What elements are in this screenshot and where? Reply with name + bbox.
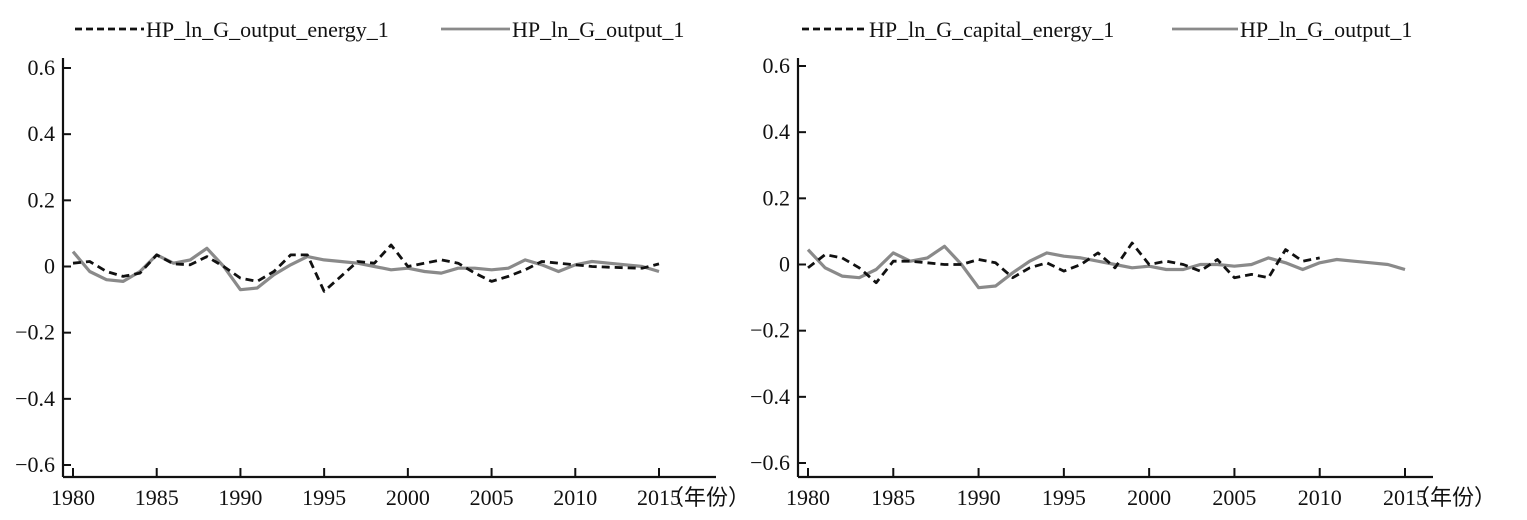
y-tick-label: 0 [779,252,790,277]
series-line-2 [806,244,1406,290]
x-tick-label: 2010 [553,485,597,510]
x-tick-label: 2005 [1212,485,1256,510]
legend-label-2: HP_ln_G_output_1 [1240,17,1412,42]
legend-label-2: HP_ln_G_output_1 [512,17,684,42]
y-tick-label: 0.2 [28,187,56,212]
x-tick-label: 1985 [871,485,915,510]
y-tick-label: −0.2 [15,320,55,345]
y-tick-label: −0.4 [750,384,790,409]
y-tick-label: 0.2 [763,185,791,210]
legend-label-1: HP_ln_G_capital_energy_1 [869,17,1114,42]
y-tick-label: 0.4 [763,119,791,144]
chart-panel-1: HP_ln_G_output_energy_1 HP_ln_G_output_1 0… [15,17,750,510]
x-tick-label: 1990 [218,485,262,510]
series-line-1 [807,241,1320,285]
x-tick-label: 1980 [51,485,95,510]
x-unit-label: （年份） [1408,485,1496,510]
x-tick-label: 1990 [957,485,1001,510]
series-line-2 [71,246,660,292]
series-line-1 [72,243,660,293]
y-tick-label: −0.6 [15,452,55,477]
x-tick-label: 2010 [1298,485,1342,510]
x-tick-label: 2000 [1127,485,1171,510]
x-tick-label: 2005 [470,485,514,510]
y-tick-label: 0.4 [28,121,56,146]
y-tick-label: −0.6 [750,450,790,475]
y-tick-label: 0.6 [28,55,56,80]
y-tick-label: −0.2 [750,318,790,343]
x-unit-label: （年份） [662,485,750,510]
x-tick-label: 1985 [135,485,179,510]
chart-panel-2: HP_ln_G_capital_energy_1 HP_ln_G_output_1… [750,17,1496,510]
y-tick-label: −0.4 [15,386,55,411]
x-tick-label: 2015 [637,485,681,510]
x-tick-label: 1980 [786,485,830,510]
x-tick-label: 2015 [1383,485,1427,510]
legend-label-1: HP_ln_G_output_energy_1 [146,17,389,42]
y-tick-label: 0.6 [763,53,791,78]
x-tick-label: 1995 [302,485,346,510]
y-tick-label: 0 [44,254,55,279]
x-tick-label: 2000 [386,485,430,510]
x-tick-label: 1995 [1042,485,1086,510]
